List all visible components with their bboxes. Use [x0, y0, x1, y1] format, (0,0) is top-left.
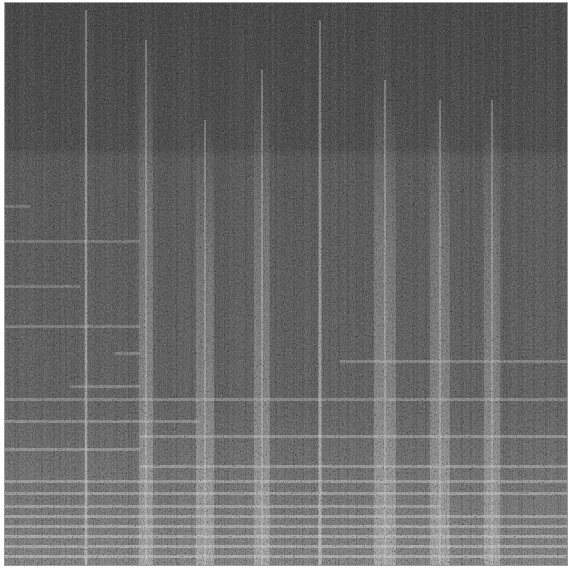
spectrogram-image	[0, 0, 572, 569]
dark-speckle	[4, 2, 568, 566]
page: (() => { const svg = document.getElement…	[0, 0, 572, 569]
